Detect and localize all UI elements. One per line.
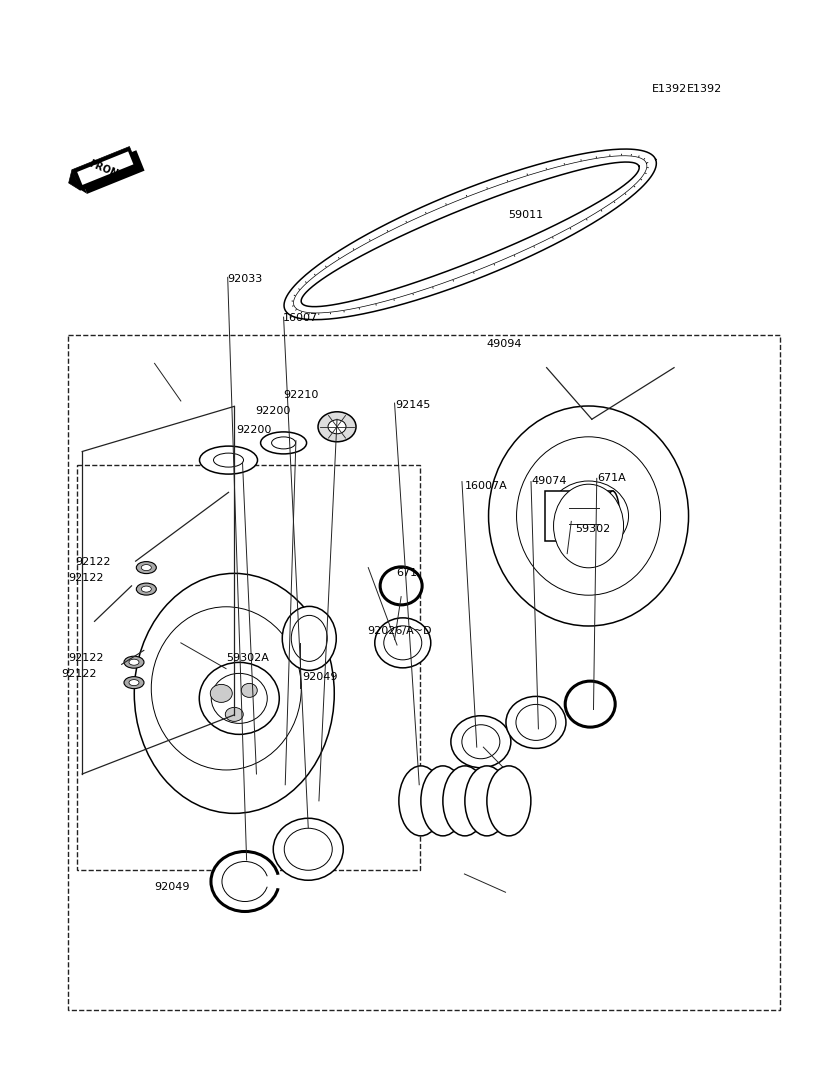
Ellipse shape [465, 765, 509, 836]
Text: 92049: 92049 [302, 672, 338, 682]
Ellipse shape [462, 725, 500, 759]
Text: 92122: 92122 [62, 669, 97, 678]
Text: 92049: 92049 [155, 882, 190, 891]
Polygon shape [79, 151, 145, 194]
Bar [68, 335, 780, 1010]
Ellipse shape [284, 828, 332, 871]
Ellipse shape [129, 659, 139, 665]
Ellipse shape [271, 436, 296, 449]
Ellipse shape [399, 765, 443, 836]
Ellipse shape [273, 818, 344, 880]
Ellipse shape [200, 446, 257, 474]
Ellipse shape [553, 484, 624, 568]
Polygon shape [76, 173, 87, 194]
Text: 49094: 49094 [487, 339, 522, 348]
Text: 92145: 92145 [395, 400, 431, 410]
Ellipse shape [548, 481, 629, 551]
Ellipse shape [516, 436, 661, 596]
Ellipse shape [282, 606, 336, 671]
Text: 92026/A~D: 92026/A~D [367, 626, 432, 635]
Ellipse shape [141, 564, 151, 571]
Ellipse shape [506, 697, 566, 748]
Text: 59011: 59011 [508, 210, 543, 219]
Ellipse shape [375, 618, 431, 668]
Ellipse shape [211, 673, 267, 723]
Text: 92210: 92210 [284, 390, 319, 400]
Ellipse shape [318, 412, 356, 442]
Ellipse shape [596, 505, 620, 527]
Text: 92200: 92200 [237, 425, 272, 434]
Ellipse shape [136, 583, 156, 596]
Text: E1392: E1392 [652, 84, 687, 94]
Ellipse shape [380, 567, 423, 605]
Text: 92122: 92122 [68, 573, 104, 583]
Ellipse shape [129, 679, 139, 686]
Ellipse shape [214, 453, 243, 468]
Ellipse shape [261, 432, 307, 454]
Ellipse shape [487, 765, 531, 836]
Text: 92033: 92033 [228, 274, 263, 284]
Wedge shape [245, 876, 280, 887]
Ellipse shape [199, 662, 279, 734]
Text: 92200: 92200 [255, 406, 290, 416]
Polygon shape [77, 152, 133, 185]
Ellipse shape [421, 765, 465, 836]
Ellipse shape [516, 704, 556, 741]
Text: 16007: 16007 [283, 313, 318, 322]
Ellipse shape [566, 682, 615, 727]
Text: 59302: 59302 [575, 524, 611, 533]
Ellipse shape [384, 626, 422, 660]
Ellipse shape [291, 615, 327, 661]
Text: 671: 671 [396, 568, 418, 577]
Text: 92122: 92122 [76, 557, 111, 567]
Ellipse shape [151, 606, 302, 770]
Ellipse shape [134, 573, 335, 814]
Ellipse shape [141, 586, 151, 592]
FancyBboxPatch shape [544, 491, 612, 541]
Text: 92122: 92122 [68, 653, 104, 662]
Ellipse shape [124, 656, 144, 669]
Ellipse shape [242, 684, 257, 698]
Ellipse shape [211, 851, 279, 912]
Ellipse shape [136, 561, 156, 574]
Text: FRONT: FRONT [87, 158, 125, 182]
Ellipse shape [606, 491, 620, 541]
Ellipse shape [451, 716, 510, 768]
Text: 671A: 671A [597, 473, 626, 483]
Polygon shape [69, 170, 81, 190]
Bar [77, 465, 420, 870]
Ellipse shape [222, 861, 268, 902]
Polygon shape [72, 146, 137, 190]
Ellipse shape [210, 685, 233, 702]
Ellipse shape [488, 406, 689, 626]
Ellipse shape [443, 765, 487, 836]
Text: 16007A: 16007A [464, 481, 507, 490]
Ellipse shape [225, 707, 243, 721]
Text: E1392: E1392 [687, 84, 723, 94]
Ellipse shape [124, 676, 144, 689]
Ellipse shape [328, 419, 346, 434]
Text: 49074: 49074 [531, 476, 566, 486]
Text: 59302A: 59302A [226, 653, 269, 662]
